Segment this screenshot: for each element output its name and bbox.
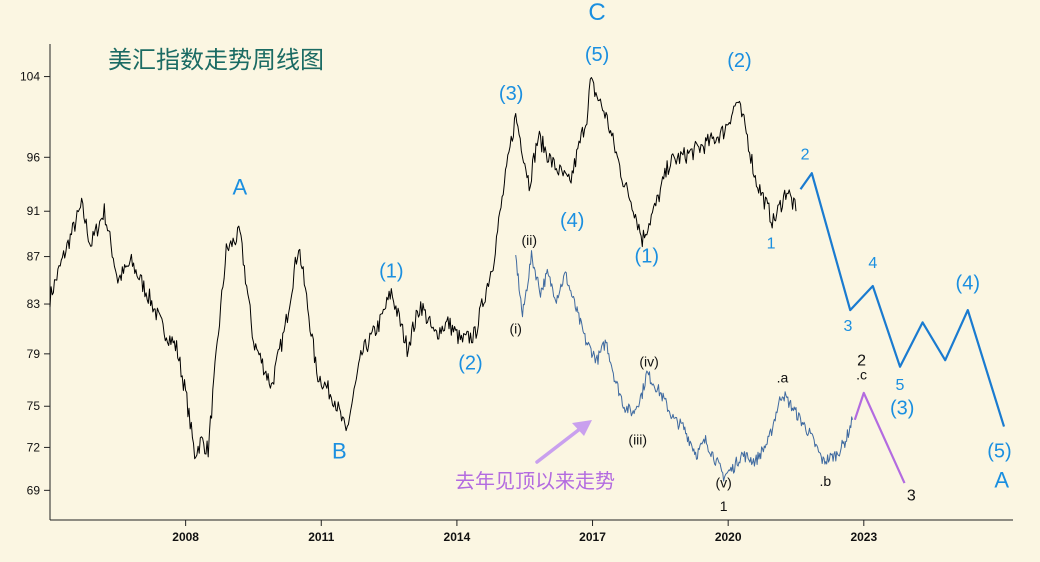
y-tick-label: 69 xyxy=(27,483,41,497)
y-tick-label: 104 xyxy=(20,70,40,84)
y-tick-label: 75 xyxy=(27,399,41,413)
series-inset-line xyxy=(515,250,853,482)
axes xyxy=(49,44,1013,521)
y-tick-label: 83 xyxy=(27,297,41,311)
x-tick-label: 2020 xyxy=(715,530,742,544)
wave-label: (4) xyxy=(560,210,584,232)
wave-label: (1) xyxy=(379,261,403,283)
wave-label: (1) xyxy=(635,245,659,267)
annotation-text: 去年见顶以来走势 xyxy=(455,470,615,493)
wave-label: A xyxy=(994,467,1009,492)
wave-label: .c xyxy=(856,367,867,383)
x-tick-label: 2023 xyxy=(850,530,877,544)
y-ticks: 69 72 75 79 83 87 91 96 104 xyxy=(20,70,50,497)
series-main-line xyxy=(49,77,797,460)
y-tick-label: 79 xyxy=(27,347,41,361)
wave-label: (iii) xyxy=(628,432,647,448)
annotation-arrow xyxy=(535,420,592,464)
wave-label: (2) xyxy=(727,50,751,72)
x-tick-label: 2017 xyxy=(579,530,606,544)
x-ticks: 2008 2011 2014 2017 2020 2023 xyxy=(172,520,877,544)
wave-label: (5) xyxy=(987,440,1011,462)
wave-label: (i) xyxy=(509,321,521,337)
series-forecast-main-line xyxy=(799,172,1006,427)
wave-label: 1 xyxy=(720,498,728,514)
y-tick-label: 91 xyxy=(27,204,41,218)
wave-label: .b xyxy=(820,473,832,489)
x-tick-label: 2014 xyxy=(444,530,471,544)
series-forecast-inset-line xyxy=(853,391,906,484)
y-tick-label: 72 xyxy=(27,440,41,454)
wave-label: 1 xyxy=(767,235,776,252)
wave-label: 4 xyxy=(868,255,877,272)
wave-labels: ABC(5)(3)(4)(1)(2)(1)(2)12345(3)(4)(5)A(… xyxy=(233,0,1012,514)
wave-label: 3 xyxy=(844,318,853,335)
wave-label: (3) xyxy=(499,83,523,105)
annotation-arrow-line xyxy=(535,423,587,464)
wave-label: .a xyxy=(777,369,789,385)
x-tick-label: 2011 xyxy=(308,530,334,544)
y-tick-label: 96 xyxy=(27,150,41,164)
y-tick-label: 87 xyxy=(27,250,41,264)
wave-label: A xyxy=(233,175,248,200)
wave-label: (5) xyxy=(585,44,609,66)
wave-label: B xyxy=(332,439,347,464)
wave-label: 5 xyxy=(896,377,905,394)
wave-label: C xyxy=(588,0,605,26)
series-layer xyxy=(49,77,1006,484)
wave-label: (2) xyxy=(458,352,482,374)
x-tick-label: 2008 xyxy=(172,530,199,544)
chart-title: 美汇指数走势周线图 xyxy=(108,46,324,74)
wave-label: (iv) xyxy=(639,354,658,370)
wave-label: (v) xyxy=(715,474,731,490)
annotation-arrow-head xyxy=(572,420,592,436)
wave-label: 2 xyxy=(857,352,866,369)
wave-label: 2 xyxy=(801,146,810,163)
wave-label: (3) xyxy=(890,397,914,419)
wave-label: (4) xyxy=(956,273,980,295)
wave-label: (ii) xyxy=(521,232,537,248)
wave-label: 3 xyxy=(907,488,916,505)
